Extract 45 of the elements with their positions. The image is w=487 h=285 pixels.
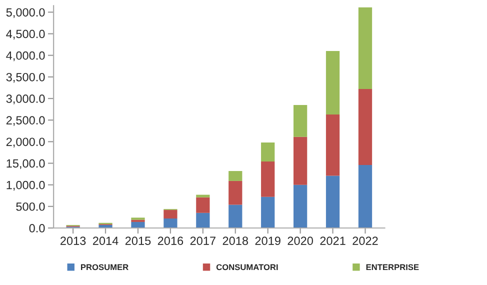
bar: [228, 204, 242, 228]
bar: [228, 180, 242, 205]
bar: [196, 194, 210, 198]
y-tick-label: 4,000.0: [6, 51, 45, 62]
bar: [164, 210, 178, 219]
y-tick-label: 2,000.0: [6, 138, 45, 148]
legend-label: ENTERPRISE: [366, 264, 419, 270]
x-tick-label: 2022: [352, 236, 378, 246]
legend-label: PROSUMER: [81, 264, 128, 270]
x-tick-label: 2016: [158, 236, 184, 246]
x-tick-label: 2014: [92, 236, 118, 246]
y-tick-label: 15,00.0: [6, 159, 45, 170]
bar: [131, 222, 145, 228]
y-tick-label: 3,000.0: [6, 94, 45, 104]
y-tick-label: 4,500.0: [6, 30, 45, 40]
bar: [294, 104, 308, 137]
x-tick-label: 2017: [190, 236, 216, 246]
y-tick-label: 2,500.0: [6, 116, 45, 126]
x-tick-label: 2019: [255, 236, 280, 246]
x-tick-label: 2018: [222, 236, 248, 246]
x-tick-label: 2013: [60, 236, 86, 246]
bar: [326, 176, 340, 228]
bar: [358, 164, 372, 228]
x-tick-label: 2020: [288, 236, 313, 246]
bar: [294, 136, 308, 185]
bar: [196, 212, 210, 228]
y-tick-label: 5,000.0: [6, 8, 45, 18]
bar: [326, 114, 340, 176]
bar: [358, 7, 372, 90]
bar: [358, 89, 372, 165]
legend-label: CONSUMATORI: [216, 264, 278, 270]
bar: [261, 162, 275, 197]
y-tick-label: 3,500.0: [6, 72, 45, 83]
bar: [326, 51, 340, 114]
x-tick-label: 2021: [320, 236, 346, 246]
bar: [228, 171, 242, 181]
bar: [294, 184, 308, 228]
bar: [261, 142, 275, 162]
x-tick-label: 2015: [125, 236, 151, 246]
bar: [164, 218, 178, 228]
y-tick-label: 500.0: [16, 202, 45, 211]
y-tick-label: 0.0: [29, 224, 45, 232]
y-tick-label: 1,000.0: [6, 180, 45, 191]
bar: [261, 196, 275, 228]
bar: [196, 197, 210, 213]
